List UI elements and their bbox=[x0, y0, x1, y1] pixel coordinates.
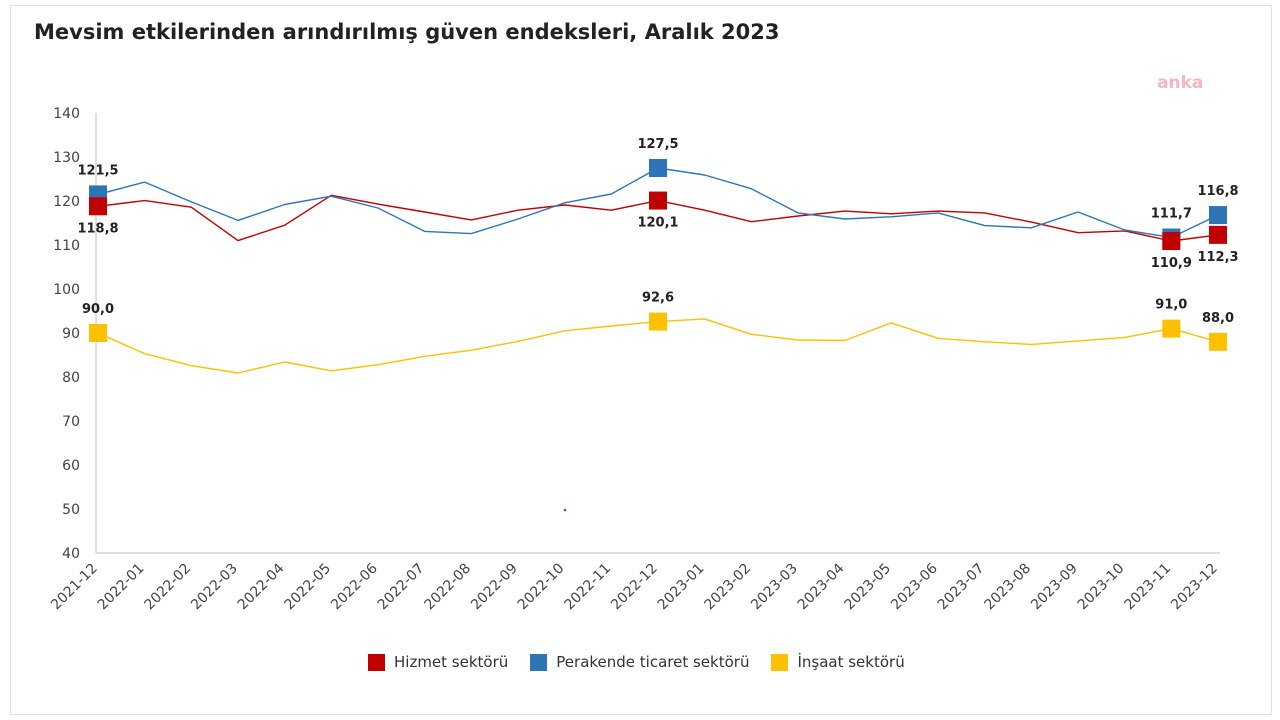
series-marker-2 bbox=[89, 324, 107, 342]
data-label: 120,1 bbox=[637, 216, 678, 231]
y-tick-label: 90 bbox=[62, 326, 80, 342]
x-tick-label: 2023-11 bbox=[1121, 561, 1174, 614]
series-marker-0 bbox=[649, 191, 667, 210]
y-tick-label: 120 bbox=[53, 194, 80, 210]
legend-swatch-insaat bbox=[771, 653, 789, 671]
x-tick-label: 2022-08 bbox=[421, 561, 474, 614]
x-tick-label: 2022-05 bbox=[281, 561, 334, 614]
data-label: 110,9 bbox=[1151, 256, 1192, 271]
y-tick-label: 140 bbox=[53, 106, 80, 122]
series-marker-0 bbox=[1209, 225, 1227, 244]
x-tick-label: 2022-12 bbox=[608, 561, 661, 614]
chart-legend: Hizmet sektörü Perakende ticaret sektörü… bbox=[368, 650, 927, 674]
series-marker-1 bbox=[649, 159, 667, 177]
x-tick-label: 2023-04 bbox=[795, 560, 848, 613]
data-label: 116,8 bbox=[1197, 184, 1238, 199]
stray-dot bbox=[563, 508, 567, 512]
chart-markers bbox=[89, 159, 1227, 512]
y-tick-label: 60 bbox=[62, 458, 80, 474]
data-label: 111,7 bbox=[1151, 207, 1192, 222]
y-tick-label: 50 bbox=[62, 502, 80, 518]
legend-swatch-perakende bbox=[530, 653, 548, 671]
x-tick-label: 2021-12 bbox=[48, 561, 101, 614]
x-tick-label: 2023-12 bbox=[1168, 561, 1221, 614]
chart-data-labels: 90,0 92,6 91,0 88,0 121,5 127,5 111,7 116,8 118,… bbox=[77, 137, 1238, 326]
x-tick-label: 2022-11 bbox=[561, 561, 614, 614]
data-label: 127,5 bbox=[637, 137, 678, 152]
data-label: 118,8 bbox=[77, 221, 118, 236]
series-marker-0 bbox=[1162, 232, 1181, 251]
y-tick-label: 40 bbox=[62, 546, 80, 562]
x-tick-label: 2023-09 bbox=[1028, 561, 1081, 614]
data-label: 92,6 bbox=[642, 291, 674, 306]
series-marker-2 bbox=[1209, 332, 1227, 351]
x-tick-label: 2023-10 bbox=[1075, 561, 1128, 614]
legend-label-perakende: Perakende ticaret sektörü bbox=[556, 653, 750, 671]
x-tick-label: 2023-06 bbox=[888, 560, 941, 613]
data-label: 90,0 bbox=[82, 302, 114, 317]
chart-axes: 4050607080901001101201301402021-122022-0… bbox=[48, 106, 1221, 613]
y-tick-label: 130 bbox=[53, 150, 80, 166]
x-tick-label: 2022-01 bbox=[95, 561, 148, 614]
watermark-logo: anka bbox=[1157, 73, 1204, 93]
x-tick-label: 2023-07 bbox=[935, 561, 988, 614]
data-label: 112,3 bbox=[1197, 250, 1238, 265]
legend-item-perakende: Perakende ticaret sektörü bbox=[530, 653, 749, 671]
legend-item-hizmet: Hizmet sektörü bbox=[368, 653, 508, 671]
x-tick-label: 2023-05 bbox=[841, 561, 894, 614]
x-tick-label: 2023-03 bbox=[748, 561, 801, 614]
x-tick-label: 2022-09 bbox=[468, 561, 521, 614]
x-tick-label: 2022-07 bbox=[375, 561, 428, 614]
y-tick-label: 100 bbox=[53, 282, 80, 298]
series-marker-2 bbox=[649, 312, 667, 331]
x-tick-label: 2023-08 bbox=[981, 561, 1034, 614]
data-label: 88,0 bbox=[1202, 311, 1234, 326]
legend-label-insaat: İnşaat sektörü bbox=[797, 653, 905, 671]
y-tick-label: 70 bbox=[62, 414, 80, 430]
y-tick-label: 110 bbox=[53, 238, 80, 254]
chart-title: Mevsim etkilerinden arındırılmış güven e… bbox=[34, 20, 780, 44]
legend-swatch-hizmet bbox=[368, 653, 385, 671]
data-label: 121,5 bbox=[77, 163, 118, 178]
series-marker-1 bbox=[1209, 206, 1227, 225]
x-tick-label: 2022-03 bbox=[188, 561, 241, 614]
x-tick-label: 2022-04 bbox=[235, 560, 288, 613]
x-tick-label: 2022-06 bbox=[328, 560, 381, 613]
data-label: 91,0 bbox=[1155, 298, 1187, 313]
series-marker-2 bbox=[1162, 319, 1181, 338]
legend-label-hizmet: Hizmet sektörü bbox=[394, 653, 509, 671]
x-tick-label: 2022-10 bbox=[515, 561, 568, 614]
y-tick-label: 80 bbox=[62, 370, 80, 386]
x-tick-label: 2023-02 bbox=[701, 561, 754, 614]
x-tick-label: 2023-01 bbox=[655, 561, 708, 614]
series-marker-0 bbox=[89, 197, 107, 216]
chart-frame bbox=[10, 5, 1272, 715]
legend-item-insaat: İnşaat sektörü bbox=[771, 653, 905, 671]
x-tick-label: 2022-02 bbox=[141, 561, 194, 614]
